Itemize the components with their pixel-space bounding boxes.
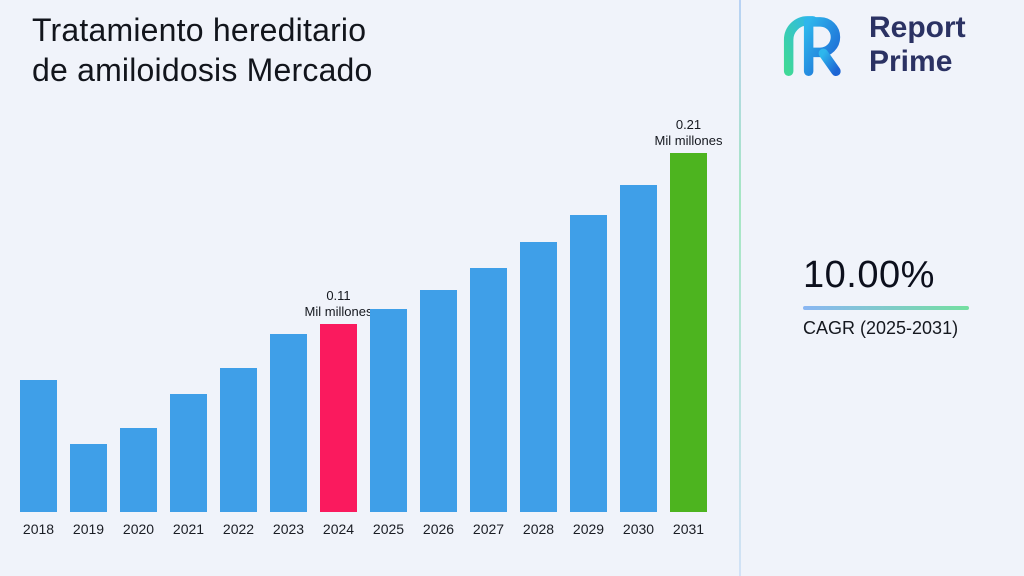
brand-name: Report Prime: [869, 11, 966, 79]
bar-2026: [420, 290, 457, 512]
bar-column-2019: 2019: [70, 444, 107, 537]
x-axis-label-2026: 2026: [422, 521, 455, 537]
bar-column-2030: 2030: [620, 185, 657, 537]
x-axis-label-2030: 2030: [622, 521, 655, 537]
x-axis-label-2027: 2027: [472, 521, 505, 537]
bar-2031: 0.21 Mil millones: [655, 117, 722, 512]
market-bar-chart: 2018 2019 2020 2021 2022 2023 0.11 Mil millones…: [20, 117, 722, 537]
x-axis-label-2031: 2031: [672, 521, 705, 537]
x-axis-label-2028: 2028: [522, 521, 555, 537]
bar-column-2021: 2021: [170, 394, 207, 537]
bar-column-2023: 2023: [270, 334, 307, 537]
bar-2020: [120, 428, 157, 512]
bar-column-2029: 2029: [570, 215, 607, 537]
bar-chart-bars: 2018 2019 2020 2021 2022 2023 0.11 Mil millones…: [20, 117, 722, 537]
bar-2021: [170, 394, 207, 512]
bar-2022: [220, 368, 257, 512]
bar-column-2024: 0.11 Mil millones 2024: [305, 288, 373, 537]
bar-column-2026: 2026: [420, 290, 457, 537]
bar-2024: 0.11 Mil millones: [305, 288, 372, 512]
x-axis-label-2022: 2022: [222, 521, 255, 537]
bar-column-2031: 0.21 Mil millones 2031: [655, 117, 723, 537]
brand-name-line1: Report: [869, 11, 966, 44]
x-axis-label-2020: 2020: [122, 521, 155, 537]
bar-2018: [20, 380, 57, 512]
bar-column-2027: 2027: [470, 268, 507, 537]
bar-2028: [520, 242, 557, 512]
x-axis-label-2018: 2018: [22, 521, 55, 537]
report-prime-logo-icon: [783, 16, 841, 77]
bar-column-2028: 2028: [520, 242, 557, 537]
bar-column-2022: 2022: [220, 368, 257, 537]
x-axis-label-2023: 2023: [272, 521, 305, 537]
cagr-block: 10.00% CAGR (2025-2031): [803, 254, 969, 339]
report-prime-brand: Report Prime: [775, 10, 966, 80]
bar-2029: [570, 215, 607, 512]
bar-column-2018: 2018: [20, 380, 57, 537]
x-axis-label-2021: 2021: [172, 521, 205, 537]
page-title: Tratamiento hereditario de amiloidosis M…: [32, 12, 373, 88]
bar-2019: [70, 444, 107, 512]
bar-2023: [270, 334, 307, 512]
section-divider: [739, 0, 741, 576]
brand-name-line2: Prime: [869, 45, 953, 78]
x-axis-label-2029: 2029: [572, 521, 605, 537]
x-axis-label-2019: 2019: [72, 521, 105, 537]
cagr-underline: [803, 306, 969, 310]
x-axis-label-2025: 2025: [372, 521, 405, 537]
bar-column-2020: 2020: [120, 428, 157, 537]
x-axis-label-2024: 2024: [322, 521, 355, 537]
bar-annotation-2024: 0.11 Mil millones: [304, 288, 373, 319]
bar-2025: [370, 309, 407, 512]
bar-column-2025: 2025: [370, 309, 407, 537]
bar-2030: [620, 185, 657, 512]
cagr-value: 10.00%: [803, 254, 935, 296]
bar-annotation-2031: 0.21 Mil millones: [654, 117, 723, 148]
cagr-label: CAGR (2025-2031): [803, 318, 959, 338]
bar-2027: [470, 268, 507, 512]
